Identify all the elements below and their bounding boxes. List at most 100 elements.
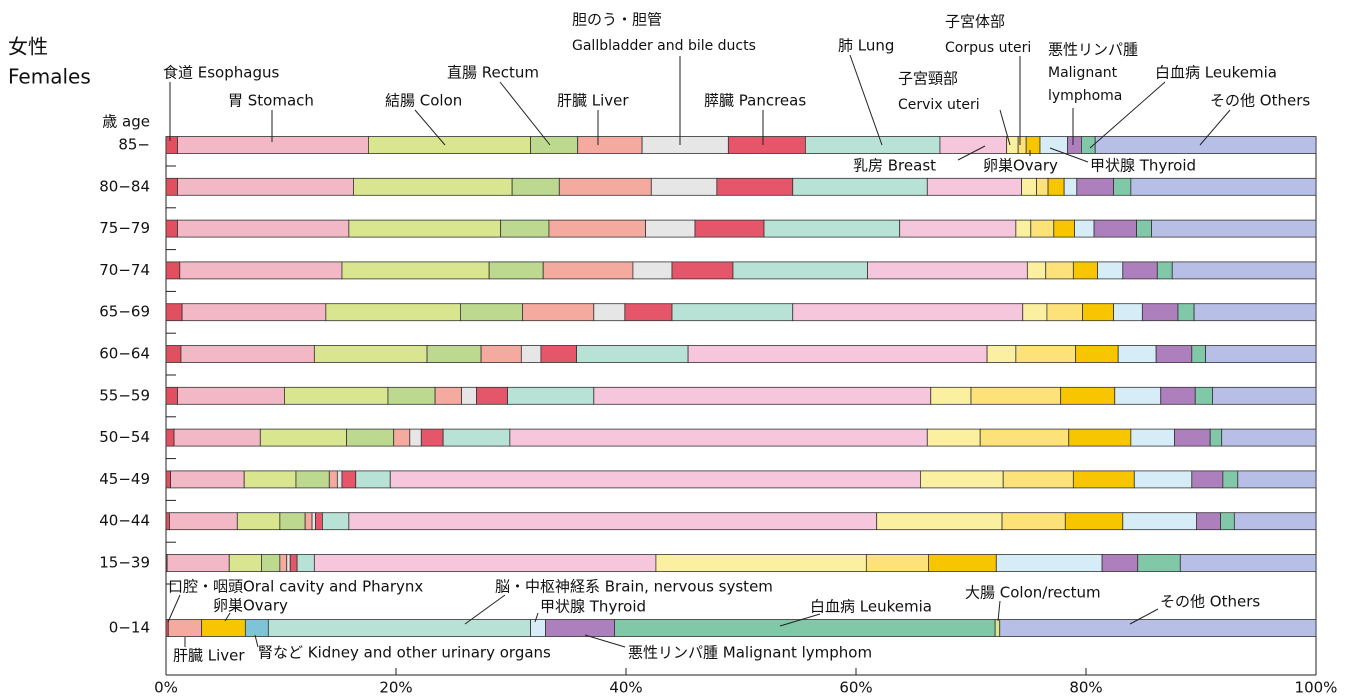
bar-segment <box>165 177 178 196</box>
bar-segment <box>279 554 288 572</box>
bar-segment <box>1191 470 1224 489</box>
bar-segment <box>1002 470 1074 489</box>
bar-segment <box>970 386 1062 405</box>
bar-segment <box>1141 303 1179 322</box>
bar-segment <box>228 554 262 572</box>
bar-segment <box>165 345 182 363</box>
bar-segment <box>1151 219 1317 238</box>
bar-segment <box>173 428 261 447</box>
series-label: 甲状腺 Thyroid <box>1090 157 1196 175</box>
bar-segment <box>716 177 794 196</box>
y-tick-label: 85− <box>118 136 150 154</box>
bar-segment <box>1039 136 1069 154</box>
bar-segment <box>244 619 269 637</box>
y-tick-label: 55−59 <box>99 386 150 404</box>
bar-segment <box>177 136 369 154</box>
series-label: 子宮体部 <box>945 13 1005 31</box>
bar-segment <box>259 428 347 447</box>
bar-segment <box>548 219 646 238</box>
bar-segment <box>1094 136 1317 154</box>
bar-segment <box>694 219 765 238</box>
bar-segment <box>545 619 615 637</box>
bar-segment <box>1177 303 1195 322</box>
bar-segment <box>169 512 238 531</box>
bar-segment <box>1097 261 1124 280</box>
bar-segment <box>236 512 281 531</box>
bar-segment <box>461 386 477 405</box>
series-label: 膵臓 Pancreas <box>704 92 806 110</box>
chart-subtitle: Females <box>8 65 91 89</box>
bar-segment <box>1233 512 1317 531</box>
bar-segment <box>593 303 626 322</box>
bar-segment <box>1171 261 1317 280</box>
bar-segment <box>511 177 560 196</box>
bar-segment <box>593 386 932 405</box>
bar-segment <box>1114 386 1162 405</box>
bar-segment <box>1060 386 1116 405</box>
series-label: 腎など Kidney and other urinary organs <box>258 644 551 662</box>
y-tick-label: 50−54 <box>99 428 150 446</box>
bar-segment <box>763 219 901 238</box>
bar-segment <box>267 619 531 637</box>
bar-segment <box>614 619 996 637</box>
bar-segment <box>284 386 389 405</box>
bar-segment <box>341 470 357 489</box>
leader-line <box>999 109 1011 146</box>
bar-segment <box>1133 470 1193 489</box>
series-label: 肝臓 Liver <box>173 647 245 665</box>
bar-segment <box>1122 512 1197 531</box>
leader-line <box>254 634 259 648</box>
bar-segment <box>928 554 997 572</box>
bar-segment <box>348 219 502 238</box>
bar-segment <box>507 386 595 405</box>
bar-segment <box>1093 219 1138 238</box>
bar-segment <box>1017 136 1027 154</box>
series-label: Corpus uteri <box>945 40 1031 56</box>
series-label: 肺 Lung <box>838 37 894 55</box>
x-tick-label: 20% <box>379 679 412 697</box>
series-label: 乳房 Breast <box>853 157 936 175</box>
bar-segment <box>645 219 696 238</box>
series-label: Malignant <box>1048 65 1118 81</box>
series-label: その他 Others <box>1210 92 1310 110</box>
series-label: 卵巣Ovary <box>213 597 288 615</box>
bar-segment <box>1072 261 1098 280</box>
leader-line <box>997 600 1001 622</box>
bar-segment <box>1015 345 1077 363</box>
series-label: 悪性リンパ腫 Malignant lymphom <box>628 644 872 662</box>
bar-segment <box>201 619 246 637</box>
bar-segment <box>1237 470 1317 489</box>
bar-segment <box>1082 303 1115 322</box>
leader-line <box>464 594 506 625</box>
bar-segment <box>165 303 183 322</box>
bar-segment <box>805 136 941 154</box>
bar-segment <box>1063 177 1078 196</box>
series-label: lymphoma <box>1048 88 1122 104</box>
bar-segment <box>166 554 230 572</box>
x-tick-label: 0% <box>154 679 178 697</box>
bar-segment <box>1021 177 1037 196</box>
leader-line <box>957 145 986 161</box>
series-label: 脳・中枢神経系 Brain, nervous system <box>495 578 773 596</box>
bar-segment <box>1222 470 1239 489</box>
y-tick-label: 80−84 <box>99 177 150 195</box>
bar-segment <box>1117 345 1157 363</box>
bar-segment <box>530 136 579 154</box>
bar-segment <box>476 386 508 405</box>
bar-segment <box>289 554 298 572</box>
bar-segment <box>576 345 689 363</box>
bar-segment <box>295 470 330 489</box>
bar-segment <box>170 470 245 489</box>
bar-segment <box>732 261 868 280</box>
bar-segment <box>920 470 1004 489</box>
bar-segment <box>1074 219 1095 238</box>
bar-segment <box>1072 470 1135 489</box>
series-label: Gallbladder and bile ducts <box>572 38 756 54</box>
bar-segment <box>1209 428 1223 447</box>
bar-segment <box>177 386 285 405</box>
bar-segment <box>671 303 794 322</box>
bar-segment <box>1068 428 1132 447</box>
series-label: Cervix uteri <box>898 97 980 113</box>
bar-segment <box>1113 177 1132 196</box>
